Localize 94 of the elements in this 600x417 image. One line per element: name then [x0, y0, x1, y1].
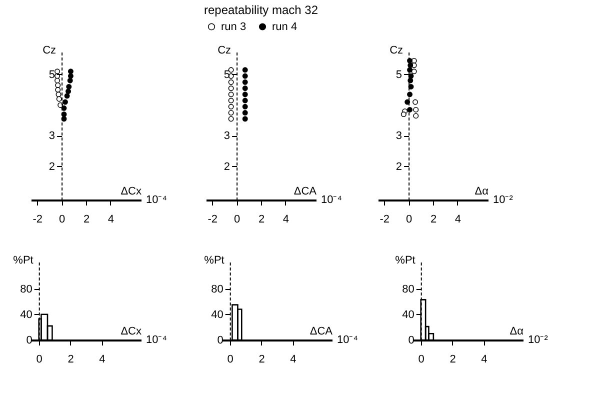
- y-tick-label: 40: [402, 308, 414, 321]
- point: [56, 92, 62, 98]
- x-axis-title: Δα: [510, 326, 524, 338]
- point: [54, 68, 60, 74]
- x-tick-label: 0: [418, 354, 424, 366]
- x-tick-label: 2: [258, 214, 265, 226]
- y-axis-title: Cz: [218, 44, 232, 56]
- point: [54, 78, 60, 84]
- y-tick-label: 3: [396, 130, 402, 142]
- point: [62, 99, 68, 105]
- y-tick-label: 40: [211, 308, 224, 321]
- point: [228, 98, 234, 104]
- x-tick-label: 2: [258, 354, 265, 366]
- point: [411, 68, 417, 74]
- x-tick-label: 0: [234, 214, 240, 226]
- point: [413, 106, 419, 112]
- y-tick-label: 80: [20, 283, 32, 296]
- text: 10⁻⁴: [321, 194, 342, 206]
- x-axis-title: ΔCx: [120, 186, 142, 198]
- point: [242, 92, 248, 98]
- point: [56, 96, 62, 102]
- point: [413, 113, 419, 119]
- x-tick-label: -2: [32, 214, 42, 226]
- point: [55, 82, 61, 88]
- point: [228, 92, 234, 98]
- point: [407, 67, 413, 73]
- x-tick-label: 2: [430, 214, 437, 226]
- y-axis-title: %Pt: [204, 254, 224, 266]
- y-axis-title: Cz: [390, 44, 404, 56]
- point: [68, 73, 74, 79]
- y-axis-title: %Pt: [13, 254, 34, 266]
- y-tick-label: 3: [48, 130, 56, 142]
- point: [404, 99, 410, 105]
- point: [228, 86, 234, 92]
- point: [242, 79, 248, 85]
- x-tick-label: 2: [83, 214, 90, 226]
- x-tick-label: 4: [290, 354, 296, 366]
- y-tick-label: 3: [224, 130, 230, 142]
- y-tick-label: 80: [211, 283, 224, 296]
- point: [242, 67, 248, 73]
- x-tick-label: 4: [99, 354, 106, 366]
- x-tick-label: -2: [208, 214, 218, 226]
- chart-title: repeatability mach 32: [204, 3, 318, 17]
- point: [64, 93, 70, 99]
- point: [61, 105, 67, 111]
- y-axis-title: Cz: [42, 44, 56, 56]
- point: [228, 79, 234, 85]
- point: [242, 104, 248, 110]
- x-tick-label: 4: [282, 214, 290, 226]
- point: [242, 73, 248, 79]
- point: [242, 98, 248, 104]
- point: [228, 104, 234, 110]
- y-axis-title: %Pt: [395, 254, 416, 266]
- x-tick-label: 2: [450, 354, 456, 366]
- point: [68, 68, 74, 74]
- x-axis-title: ΔCA: [310, 326, 334, 338]
- y-tick-label: 5: [48, 68, 56, 81]
- point: [412, 99, 418, 105]
- text: 10⁻⁴: [146, 334, 168, 346]
- text: 10⁻⁴: [146, 194, 168, 206]
- x-tick-label: -2: [380, 214, 390, 226]
- y-tick-label: 2: [396, 160, 402, 173]
- legend-label: run 4: [272, 20, 298, 33]
- x-tick-label: 4: [481, 354, 488, 366]
- point: [66, 84, 72, 90]
- x-axis-title: ΔCA: [294, 186, 318, 198]
- point: [408, 84, 414, 90]
- point: [407, 106, 413, 112]
- legend-label: run 3: [221, 20, 246, 33]
- point: [228, 110, 234, 116]
- x-tick-label: 2: [68, 354, 74, 366]
- x-tick-label: 0: [36, 354, 42, 366]
- y-tick-label: 40: [20, 308, 32, 321]
- y-tick-label: 80: [402, 283, 414, 296]
- point: [400, 112, 406, 118]
- point: [242, 110, 248, 116]
- x-tick-label: 4: [108, 214, 114, 226]
- x-axis-title: Δα: [474, 186, 490, 198]
- point: [242, 116, 248, 122]
- point: [407, 92, 413, 98]
- point: [66, 88, 72, 94]
- y-tick-label: 2: [224, 160, 230, 173]
- x-axis-title: ΔCx: [120, 326, 142, 338]
- x-tick-label: 4: [454, 214, 462, 226]
- x-tick-label: 0: [58, 214, 66, 226]
- point: [55, 87, 61, 93]
- y-tick-label: 2: [48, 160, 56, 173]
- text: 10⁻⁴: [337, 334, 358, 346]
- y-tick-label: 5: [396, 68, 402, 81]
- point: [67, 78, 73, 84]
- text: 10⁻²: [493, 194, 514, 206]
- text: 10⁻²: [528, 334, 548, 346]
- point: [228, 116, 234, 122]
- point: [242, 86, 248, 92]
